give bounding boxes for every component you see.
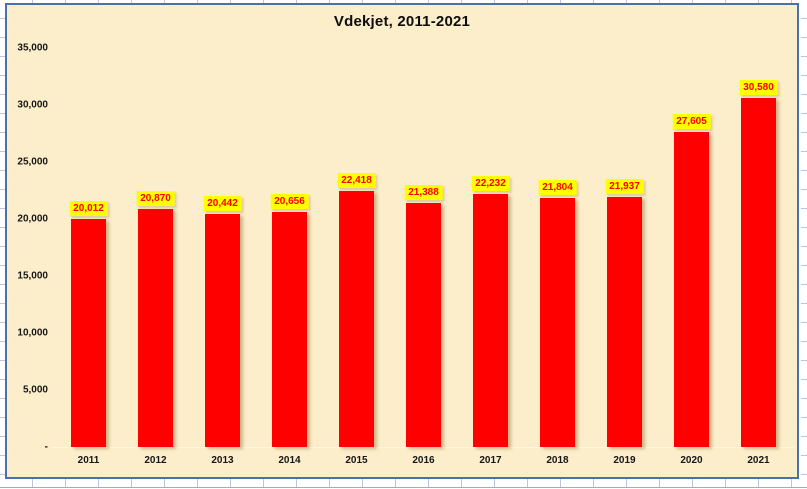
y-axis: 35,000 30,000 25,000 20,000 15,000 10,000 5,00…: [7, 43, 48, 453]
sheet-column-gridline-ticks-bottom: [0, 479, 807, 487]
bar-value-label: 27,605: [672, 114, 711, 130]
bar-slot: 20,656: [256, 48, 323, 447]
y-axis-tick-label: 20,000: [17, 213, 48, 225]
bar[interactable]: 21,937: [605, 178, 644, 447]
sheet-row-gridline-ticks-left: [0, 0, 5, 489]
bar-value-label: 22,232: [471, 175, 510, 191]
bar-value-label: 21,804: [538, 180, 577, 196]
x-axis-tick-label: 2019: [613, 455, 636, 466]
bar-value-label: 20,442: [203, 195, 242, 211]
x-axis-tick-label: 2020: [680, 455, 703, 466]
bar-slot: 27,605: [658, 48, 725, 447]
bar-slot: 20,870: [122, 48, 189, 447]
y-axis-tick-label: 10,000: [17, 327, 48, 339]
bar-value-label: 20,870: [136, 191, 175, 207]
bar-value-label: 21,388: [404, 185, 443, 201]
bar-slot: 22,232: [457, 48, 524, 447]
x-axis-tick-label: 2014: [278, 455, 301, 466]
x-axis-tick-label: 2013: [211, 455, 234, 466]
chart-title: Vdekjet, 2011-2021: [333, 13, 471, 30]
plot-area: 20,012 20,870 20,442 20,656 22,418 21,38…: [51, 48, 794, 448]
bar[interactable]: 21,804: [538, 180, 577, 447]
x-axis-tick-label: 2011: [77, 455, 100, 466]
bar[interactable]: 20,012: [69, 200, 108, 447]
bar-slot: 20,442: [189, 48, 256, 447]
bar-value-label: 21,937: [605, 178, 644, 194]
bar[interactable]: 27,605: [672, 114, 711, 447]
sheet-row-gridline: [0, 487, 807, 488]
bar-value-label: 20,012: [69, 200, 108, 216]
y-axis-tick-label: 35,000: [17, 42, 48, 54]
bar[interactable]: 20,656: [270, 193, 309, 447]
x-axis-tick-label: 2021: [747, 455, 770, 466]
bar-slot: 22,418: [323, 48, 390, 447]
bar[interactable]: 30,580: [739, 80, 778, 447]
chart-object[interactable]: Vdekjet, 2011-2021 35,000 30,000 25,000 20,…: [5, 3, 799, 479]
bar[interactable]: 20,442: [203, 195, 242, 447]
bar-value-label: 20,656: [270, 193, 309, 209]
x-axis-tick-label: 2018: [546, 455, 569, 466]
bar-slot: 21,388: [390, 48, 457, 447]
x-axis-tick-label: 2015: [345, 455, 368, 466]
bar-slot: 21,804: [524, 48, 591, 447]
bar-slot: 20,012: [55, 48, 122, 447]
bar[interactable]: 22,232: [471, 175, 510, 447]
x-axis-tick-label: 2012: [144, 455, 167, 466]
y-axis-tick-label: 25,000: [17, 156, 48, 168]
y-axis-tick-label: 30,000: [17, 99, 48, 111]
bar[interactable]: 20,870: [136, 191, 175, 447]
y-axis-tick-label: 5,000: [22, 384, 48, 396]
bar[interactable]: 21,388: [404, 185, 443, 447]
bar-value-label: 22,418: [337, 173, 376, 189]
y-axis-tick-label: 15,000: [17, 270, 48, 282]
x-axis: 2011 2012 2013 2014 2015 2016 2017 2018 2019 2020…: [55, 455, 792, 471]
y-axis-tick-label: -: [44, 441, 48, 453]
x-axis-tick-label: 2016: [412, 455, 435, 466]
bar-slot: 21,937: [591, 48, 658, 447]
sheet-column-gridline-ticks-top: [0, 0, 807, 4]
x-axis-line: [51, 447, 794, 448]
bar[interactable]: 22,418: [337, 173, 376, 447]
bar-slot: 30,580: [725, 48, 792, 447]
bar-value-label: 30,580: [739, 80, 778, 96]
sheet-row-gridline-ticks-right: [801, 0, 807, 489]
x-axis-tick-label: 2017: [479, 455, 502, 466]
